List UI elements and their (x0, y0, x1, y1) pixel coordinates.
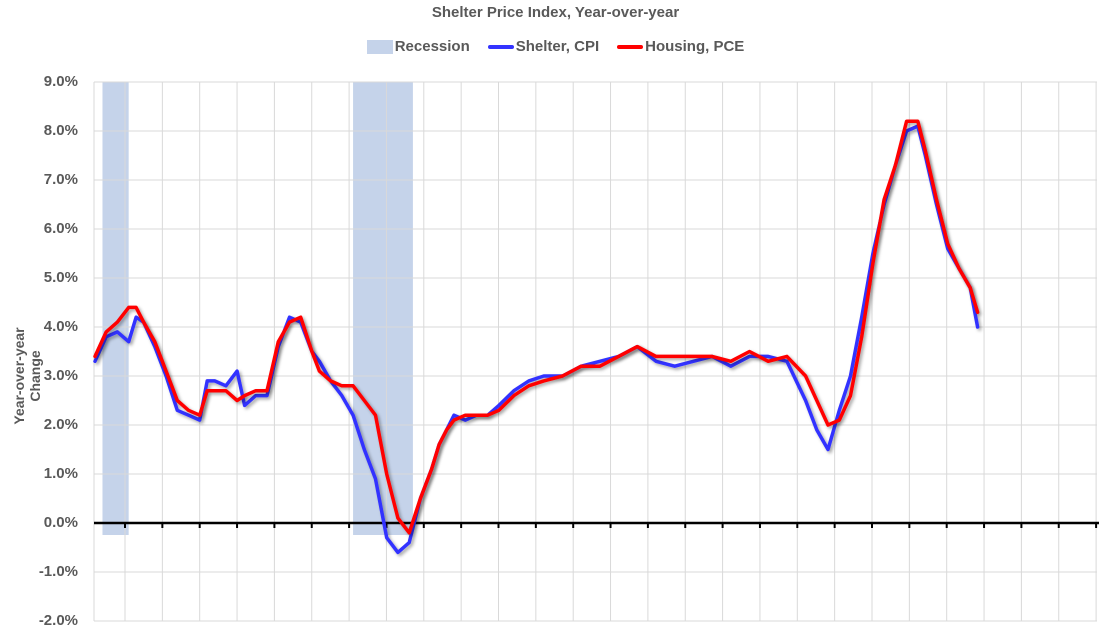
y-tick-label: 4.0% (43, 318, 78, 335)
y-tick-label: -1.0% (38, 563, 78, 580)
gridlines (93, 81, 1097, 622)
y-tick-label: 8.0% (43, 122, 78, 139)
legend-item-recession: Recession (366, 38, 470, 55)
y-tick-label: 7.0% (43, 171, 78, 188)
recession-band (353, 82, 413, 535)
series-lines (93, 119, 980, 555)
legend-item-shelter-cpi: Shelter, CPI (487, 38, 600, 55)
series-line-housing-pce (93, 119, 980, 535)
legend-label-recession: Recession (394, 38, 470, 55)
y-tick-label: 2.0% (43, 416, 78, 433)
legend-item-housing-pce: Housing, PCE (617, 38, 744, 55)
y-tick-label: 0.0% (43, 514, 78, 531)
shelter-cpi-swatch (487, 44, 514, 49)
chart-title: Shelter Price Index, Year-over-year (431, 4, 680, 21)
legend-label-shelter-cpi: Shelter, CPI (515, 38, 600, 55)
legend-label-housing-pce: Housing, PCE (645, 38, 745, 55)
y-tick-label: 6.0% (43, 220, 78, 237)
y-tick-label: 3.0% (43, 367, 78, 384)
recession-band (102, 82, 129, 535)
y-tick-label: -2.0% (38, 612, 78, 629)
series-line-shelter-cpi (93, 124, 980, 555)
recession-bands (102, 82, 413, 535)
y-tick-label: 9.0% (43, 73, 78, 90)
zero-axis (94, 521, 1099, 528)
recession-swatch (366, 39, 393, 54)
y-tick-label: 5.0% (43, 269, 78, 286)
legend: Recession Shelter, CPI Housing, PCE (0, 38, 1111, 55)
y-tick-label: 1.0% (43, 465, 78, 482)
housing-pce-swatch (617, 44, 644, 49)
